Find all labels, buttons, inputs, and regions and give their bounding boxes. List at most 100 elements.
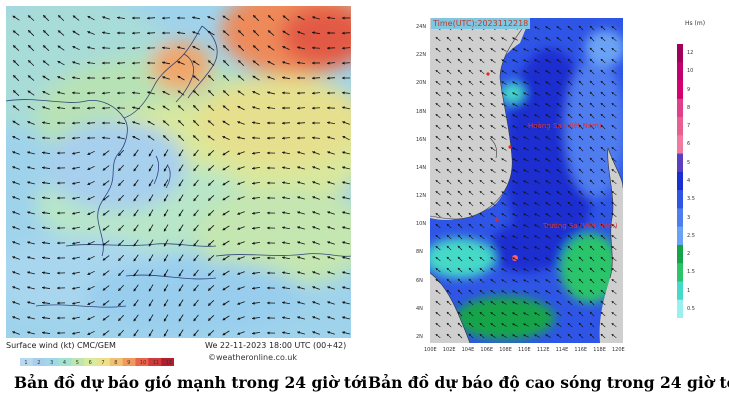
wave-arrow [567, 245, 573, 251]
wind-arrow [281, 256, 291, 260]
wave-arrow [589, 47, 595, 53]
wave-arrow [523, 81, 529, 85]
wind-arrow [162, 90, 170, 96]
wave-arrow [490, 246, 496, 250]
wave-arrow [490, 169, 496, 173]
wind-arrow [117, 284, 125, 292]
wind-arrow [192, 119, 200, 127]
wind-arrow [266, 136, 276, 140]
wind-arrow [41, 181, 51, 185]
wave-arrow [501, 323, 507, 327]
wave-arrow [611, 333, 617, 339]
wind-arrow [42, 75, 50, 81]
wind-arrow [252, 14, 260, 22]
wave-arrow [468, 69, 474, 75]
wave-arrow [534, 290, 540, 294]
wave-arrow [534, 268, 540, 272]
wave-arrow [545, 202, 551, 206]
wave-arrow [556, 267, 562, 273]
wave-arrow [490, 180, 496, 184]
wave-arrow [534, 334, 540, 338]
wave-arrow [490, 59, 496, 63]
wind-arrow [117, 314, 125, 322]
wave-arrow [446, 300, 452, 306]
wave-arrow [512, 224, 518, 228]
wave-arrow [490, 147, 496, 151]
wave-arrow [435, 300, 441, 306]
wave-arrow [578, 289, 584, 295]
wave-arrow [589, 58, 595, 64]
wave-arrow [600, 311, 606, 317]
wave-legend-title: Hs (m) [685, 20, 706, 27]
wave-arrow [556, 322, 562, 328]
wind-arrow [177, 90, 185, 96]
wave-arrow [545, 70, 551, 74]
wind-arrow [326, 16, 336, 20]
wind-colorbar-tick: 12 [165, 360, 172, 366]
wind-arrow [281, 316, 291, 320]
wave-arrow [457, 36, 463, 42]
wind-arrow [56, 196, 66, 200]
wave-arrow [512, 268, 518, 272]
wind-arrow [237, 90, 245, 96]
wind-arrow [41, 166, 51, 170]
wave-arrow [468, 124, 474, 130]
wave-arrow [435, 102, 441, 108]
wave-arrow [578, 333, 584, 339]
wave-arrow [479, 245, 485, 251]
wind-arrow [12, 241, 20, 245]
wind-arrow [222, 165, 230, 171]
wave-arrow [512, 312, 518, 316]
wave-arrow [457, 311, 463, 317]
wave-arrow [578, 58, 584, 64]
wind-arrows [12, 14, 351, 337]
wind-arrow [222, 240, 230, 246]
wind-arrow [207, 89, 215, 97]
wave-arrow [534, 257, 540, 261]
wave-arrow [611, 201, 617, 207]
wind-colorbar-swatch [109, 358, 123, 366]
wind-colorbar-swatches [20, 358, 175, 366]
wind-arrow [252, 106, 260, 110]
wave-arrow [435, 256, 441, 262]
wave-arrow [611, 179, 617, 185]
wind-arrow [148, 149, 154, 157]
wave-arrow [611, 36, 617, 42]
wind-arrow [87, 180, 95, 186]
wave-arrow [490, 257, 496, 261]
wind-arrow [72, 181, 80, 185]
wind-arrow [252, 90, 260, 96]
wind-arrow [177, 105, 185, 111]
wave-arrow [457, 223, 463, 229]
wind-arrow [56, 286, 66, 290]
wind-arrow [148, 254, 154, 262]
wind-arrow [133, 179, 139, 187]
wave-arrow [556, 25, 562, 31]
wave-arrow [545, 213, 551, 217]
wind-arrow [207, 209, 215, 217]
wave-arrow [567, 102, 573, 108]
wind-colorbar-tick: 9 [127, 360, 131, 366]
wave-arrow [512, 125, 518, 129]
wind-arrow [341, 31, 351, 35]
wind-colorbar-swatch [71, 358, 85, 366]
wind-arrow [341, 61, 351, 65]
longitude-tick: 106E [480, 347, 494, 353]
wind-arrow [311, 76, 321, 80]
wind-arrow [312, 256, 320, 260]
wind-arrow [251, 271, 261, 275]
wind-arrow [207, 224, 215, 232]
wave-arrow [501, 312, 507, 316]
wind-arrow [27, 44, 35, 52]
wind-arrow [342, 316, 350, 320]
wind-arrow [342, 151, 350, 155]
wave-arrow [556, 223, 562, 229]
wind-arrow [72, 316, 80, 320]
wind-arrow [342, 301, 350, 305]
wave-arrow [556, 69, 562, 75]
wave-arrow [457, 124, 463, 130]
wind-arrow [148, 299, 154, 307]
wind-arrow [12, 286, 20, 290]
wave-arrow [435, 58, 441, 64]
wind-arrow [311, 61, 321, 65]
